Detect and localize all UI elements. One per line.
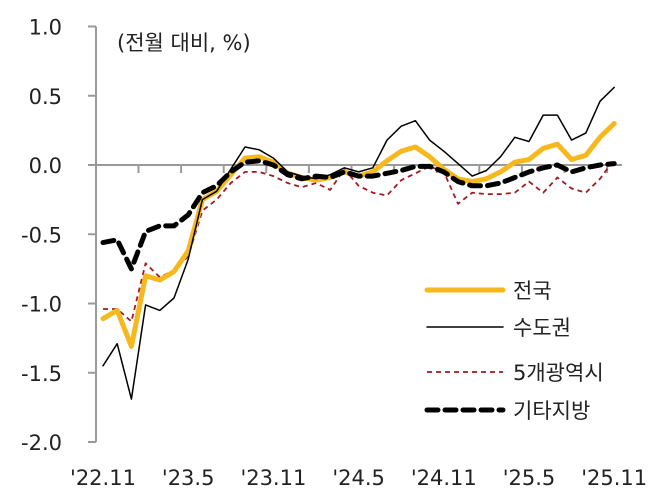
legend-label: 기타지방 — [513, 399, 590, 423]
x-tick-label: '23.5 — [162, 466, 215, 490]
x-tick-label: '25.11 — [581, 466, 647, 490]
x-tick-label: '24.5 — [332, 466, 385, 490]
y-tick-label: 0.5 — [29, 85, 62, 109]
series-line-3 — [100, 158, 617, 272]
x-tick-label: '22.11 — [70, 466, 136, 490]
y-tick-label: -2.0 — [21, 431, 62, 455]
legend-label: 전국 — [513, 279, 552, 303]
series-lines — [100, 86, 617, 400]
x-tick-label: '25.5 — [503, 466, 556, 490]
legend-label: 5개광역시 — [513, 361, 604, 385]
y-axis-ticks: 1.0 0.5 0.0 -0.5 -1.0 -1.5 -2.0 — [21, 16, 96, 455]
legend-label: 수도권 — [513, 316, 571, 340]
series-line-1 — [102, 86, 615, 400]
x-tick-label: '23.11 — [240, 466, 306, 490]
series-line-0 — [100, 121, 617, 349]
x-axis-ticks: '22.11 '23.5 '23.11 '24.5 '24.11 '25.5 '25.11 — [70, 165, 647, 490]
y-tick-label: -1.0 — [21, 293, 62, 317]
y-tick-label: 1.0 — [29, 16, 62, 40]
x-tick-label: '24.11 — [411, 466, 477, 490]
y-tick-label: -1.5 — [21, 362, 62, 386]
unit-label: (전월 대비, %) — [117, 31, 251, 55]
y-tick-label: -0.5 — [21, 223, 62, 247]
y-tick-label: 0.0 — [29, 154, 62, 178]
